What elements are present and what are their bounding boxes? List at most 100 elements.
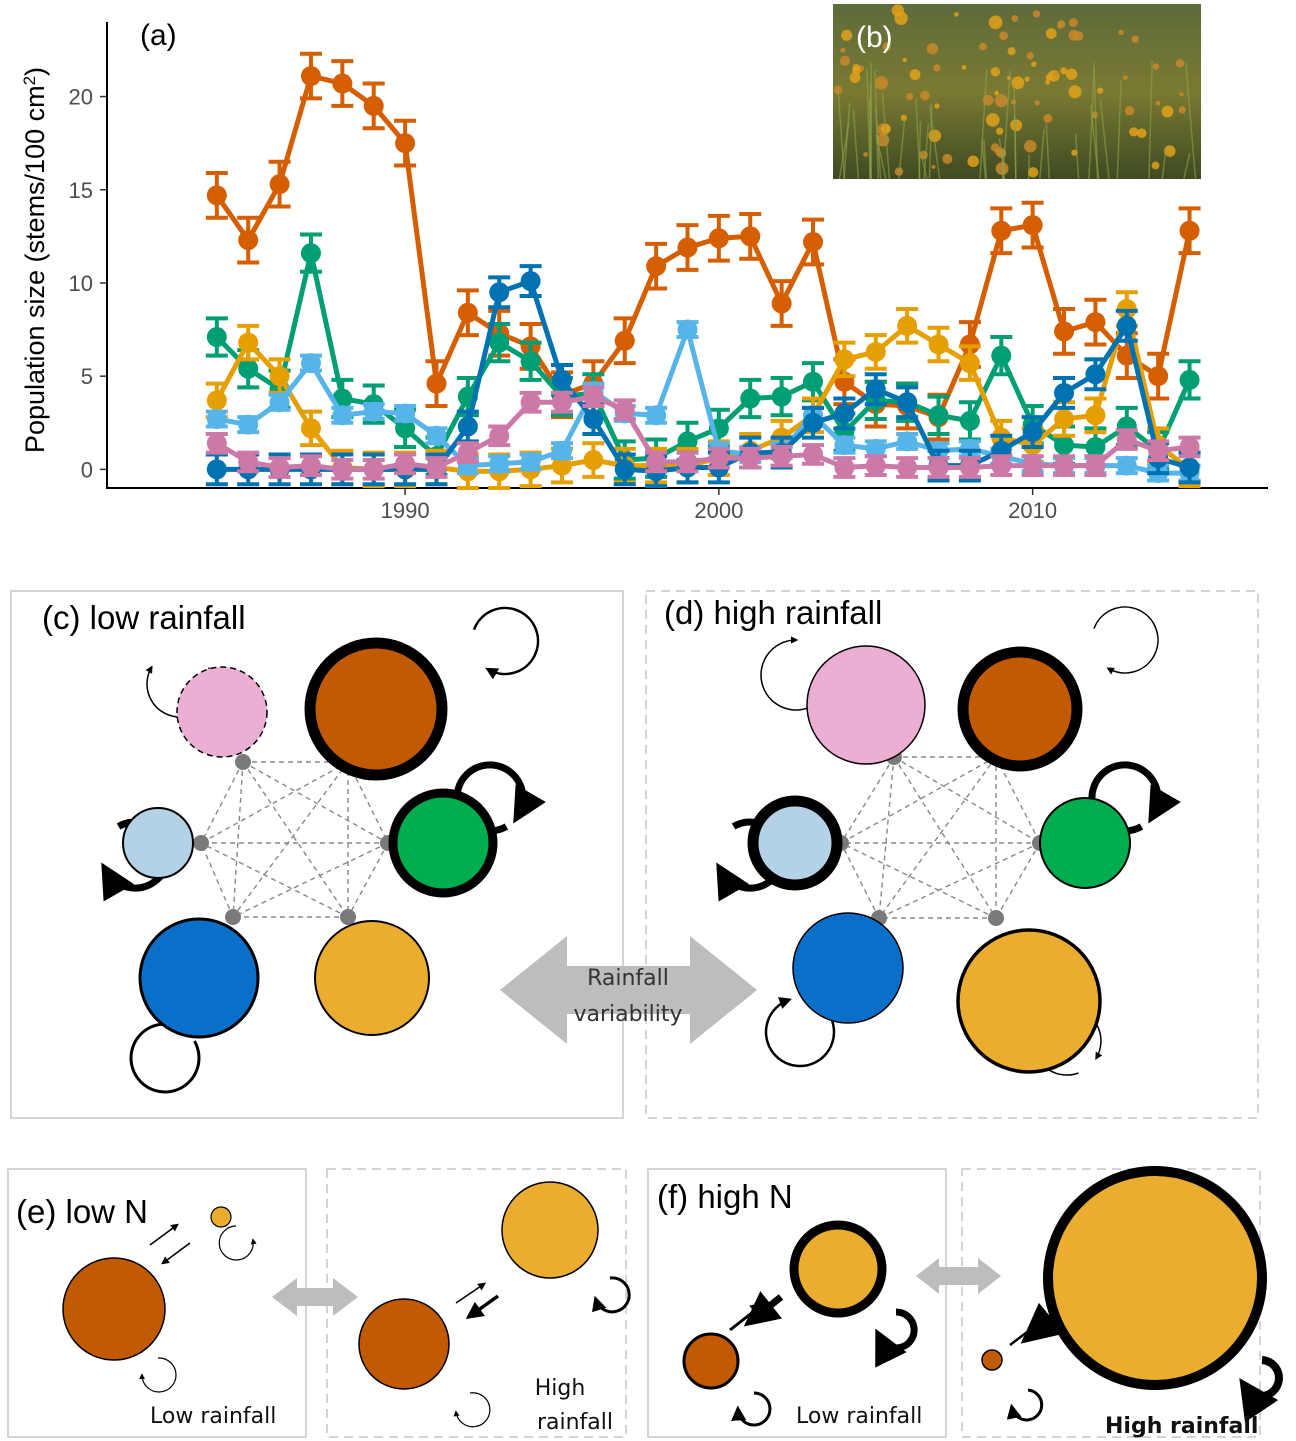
self-loop-icon [764,997,836,1068]
e-high-rainfall-text-2: rainfall [537,1410,613,1435]
self-loop-icon [218,1225,257,1261]
panel-e-label: (e) low N [16,1193,148,1230]
data-point [489,282,510,303]
self-loop-icon [592,1276,631,1314]
data-point [677,431,698,452]
data-point [426,457,447,478]
y-tick-label: 0 [81,457,93,482]
data-point [1116,429,1137,450]
x-tick-label: 1990 [381,498,430,523]
data-point [646,405,667,426]
y-tick-label: 10 [69,271,93,296]
brown-species-node [981,1349,1003,1371]
data-point [489,425,510,446]
data-point [1148,366,1169,387]
e-rainfall-arrow [272,1278,358,1316]
interaction-edge [995,842,1041,919]
x-axis-ticks: 1990 2000 2010 [381,488,1057,523]
data-point [677,451,698,472]
data-point [991,455,1012,476]
data-point [803,412,824,433]
pink-species-node [806,645,926,765]
data-point [395,453,416,474]
data-point [489,332,510,353]
data-point [1054,409,1075,430]
panel-f-low-frame [647,1168,947,1438]
interaction-edge [200,761,244,844]
data-point [551,440,572,461]
data-point [646,451,667,472]
y-axis-title: Population size (stems/100 cm2) [20,67,51,453]
series-layer [205,51,1201,490]
network-high-rainfall [716,606,1181,1076]
data-point [238,332,259,353]
interaction-arrow-icon [465,1294,500,1320]
yellow-species-node [210,1206,232,1228]
data-point [206,433,227,454]
data-point [300,66,321,87]
self-loop-icon [1239,1356,1283,1423]
data-point [1179,436,1200,457]
data-point [834,403,855,424]
brown-species-node [304,637,448,781]
data-point [897,392,918,413]
data-point [206,327,227,348]
interaction-arrow-icon [161,1242,191,1265]
interaction-edge [347,842,389,918]
data-point [206,185,227,206]
e-high-rainfall-text-1: High [535,1376,586,1401]
self-loop-icon [472,606,540,680]
data-point [300,455,321,476]
data-point [583,386,604,407]
data-point [1085,455,1106,476]
data-point [897,457,918,478]
data-point [206,409,227,430]
data-point [269,366,290,387]
data-point [489,453,510,474]
data-point [395,403,416,424]
data-point [803,444,824,465]
data-point [771,386,792,407]
data-point [332,73,353,94]
data-point [1085,405,1106,426]
data-point [551,369,572,390]
interaction-arrow-icon [149,1223,179,1246]
interaction-edge [232,842,389,918]
data-point [426,373,447,394]
data-point [300,353,321,374]
data-point [834,435,855,456]
flower-dots [833,4,1197,180]
data-point [928,334,949,355]
rainfall-arrow-text-2: variability [573,1002,682,1027]
data-point [1085,312,1106,333]
network-low-rainfall [101,606,546,1094]
data-point [1022,455,1043,476]
panel-c-label: (c) low rainfall [42,599,246,636]
yellow-species-node [956,928,1102,1074]
rainfall-variability-arrow: Rainfall variability [500,936,757,1044]
data-point [520,271,541,292]
data-point [834,457,855,478]
data-point [708,448,729,469]
self-loop-icon [731,1391,772,1427]
data-point [583,450,604,471]
y-tick-label: 15 [69,178,93,203]
data-point [803,231,824,252]
data-point [1054,382,1075,403]
y-axis-ticks: 0 5 10 15 20 [69,85,107,482]
interaction-edge [840,756,895,844]
data-point [771,293,792,314]
data-point [1054,455,1075,476]
data-point [269,392,290,413]
data-point [865,341,886,362]
blue-species-node [792,912,904,1024]
interaction-hub-dot [340,909,356,925]
panel-f-low-rainfall: Low rainfall [682,1220,922,1429]
panel-e-high-rainfall: High rainfall [358,1181,631,1435]
data-point [583,409,604,430]
data-point [614,459,635,480]
data-point [865,379,886,400]
data-point [520,451,541,472]
self-loop-icon [453,1392,491,1428]
